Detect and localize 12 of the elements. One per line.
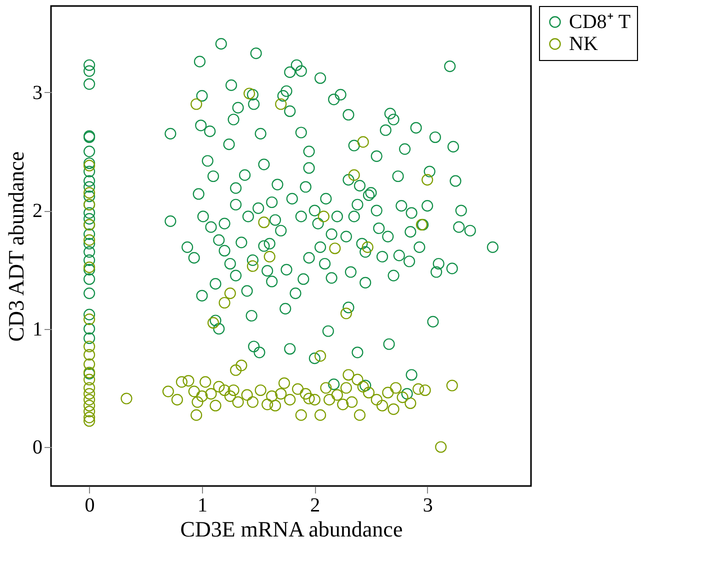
y-axis-title: CD3 ADT abundance (4, 151, 28, 342)
y-tick-label: 0 (32, 436, 42, 458)
x-axis-title: CD3E mRNA abundance (180, 516, 403, 542)
y-tick-label: 1 (32, 318, 42, 340)
x-tick-label: 3 (422, 494, 433, 516)
x-tick-label: 0 (84, 494, 95, 516)
y-tick-label: 3 (32, 82, 42, 104)
y-tick-label: 2 (32, 200, 42, 222)
x-tick-label: 2 (310, 494, 320, 516)
legend-label: NK (569, 33, 598, 55)
x-tick-label: 1 (197, 494, 208, 516)
legend-label: CD8⁺ T (569, 11, 631, 33)
